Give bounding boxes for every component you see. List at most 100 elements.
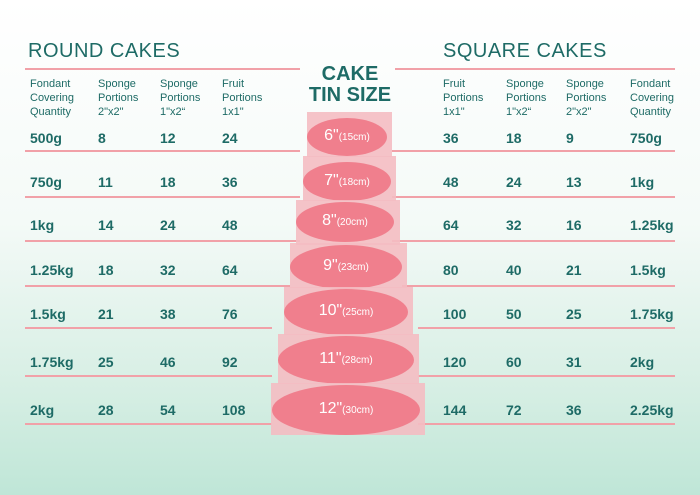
round-cell: 46 xyxy=(160,354,176,370)
tin-size-oval: 9"(23cm) xyxy=(290,245,402,289)
header-line: Portions xyxy=(506,92,547,104)
tin-inches: 8" xyxy=(322,212,337,229)
header-line: 2"x2" xyxy=(566,106,592,118)
round-cell: 1.25kg xyxy=(30,262,74,278)
square-cell: 64 xyxy=(443,217,459,233)
header-line: Portions xyxy=(443,92,484,104)
header-line: Sponge xyxy=(566,78,604,90)
tin-cm: (20cm) xyxy=(336,217,368,228)
tin-size-label: 11"(28cm) xyxy=(278,350,414,368)
round-row-line-5 xyxy=(25,375,272,377)
header-line: Fondant xyxy=(630,78,671,90)
tin-cm: (28cm) xyxy=(341,355,373,366)
round-row-line-3 xyxy=(25,285,290,287)
round-cell: 18 xyxy=(160,174,176,190)
square-cell: 1.75kg xyxy=(630,306,674,322)
square-row-line-1 xyxy=(392,196,675,198)
round-row-line-2 xyxy=(25,240,300,242)
square-cell: 1kg xyxy=(630,174,655,190)
square-cell: 60 xyxy=(506,354,522,370)
tin-inches: 12" xyxy=(318,400,343,417)
round-cell: 24 xyxy=(160,217,176,233)
square-cell: 80 xyxy=(443,262,459,278)
square-cell: 36 xyxy=(566,402,582,418)
round-cell: 64 xyxy=(222,262,238,278)
tin-inches: 9" xyxy=(323,257,338,274)
square-cell: 48 xyxy=(443,174,459,190)
tin-title-line-2: TIN SIZE xyxy=(308,84,392,106)
round-cell: 92 xyxy=(222,354,238,370)
header-line: Sponge xyxy=(98,78,136,90)
square-cell: 144 xyxy=(443,402,467,418)
square-cell: 21 xyxy=(566,262,582,278)
round-title-underline xyxy=(25,68,300,70)
tin-title-line-1: CAKE xyxy=(321,63,379,85)
header-line: Portions xyxy=(160,92,201,104)
square-cell: 13 xyxy=(566,174,582,190)
square-row-line-0 xyxy=(392,150,675,152)
tin-size-label: 9"(23cm) xyxy=(290,257,402,275)
round-cell: 76 xyxy=(222,306,238,322)
header-line: 1"x2“ xyxy=(506,106,532,118)
round-cell: 18 xyxy=(98,262,114,278)
tin-size-label: 8"(20cm) xyxy=(296,212,394,230)
round-cell: 108 xyxy=(222,402,246,418)
square-row-line-6 xyxy=(418,423,675,425)
tin-cm: (15cm) xyxy=(338,132,370,143)
square-cell: 50 xyxy=(506,306,522,322)
header-line: Sponge xyxy=(506,78,544,90)
square-cell: 2.25kg xyxy=(630,402,674,418)
square-col-header-2: Sponge Portions 2"x2" xyxy=(566,77,606,119)
square-cell: 100 xyxy=(443,306,467,322)
round-col-header-2: Sponge Portions 1"x2“ xyxy=(160,77,200,119)
square-row-line-3 xyxy=(402,285,675,287)
square-col-header-3: Fondant Covering Quantity xyxy=(630,77,674,119)
header-line: 1x1" xyxy=(443,106,465,118)
header-line: Fruit xyxy=(443,78,465,90)
round-row-line-4 xyxy=(25,327,272,329)
header-line: Quantity xyxy=(30,106,71,118)
tin-cm: (30cm) xyxy=(342,405,374,416)
round-cell: 38 xyxy=(160,306,176,322)
tin-size-oval: 12"(30cm) xyxy=(272,385,420,435)
round-cell: 1.75kg xyxy=(30,354,74,370)
round-cell: 21 xyxy=(98,306,114,322)
tin-inches: 10" xyxy=(318,302,343,319)
square-cell: 2kg xyxy=(630,354,655,370)
round-cell: 54 xyxy=(160,402,176,418)
square-col-header-0: Fruit Portions 1x1" xyxy=(443,77,483,119)
round-cakes-title: ROUND CAKES xyxy=(28,40,181,62)
square-cell: 72 xyxy=(506,402,522,418)
header-line: Quantity xyxy=(630,106,671,118)
round-cell: 14 xyxy=(98,217,114,233)
square-cell: 120 xyxy=(443,354,467,370)
tin-inches: 11" xyxy=(319,350,342,367)
round-col-header-3: Fruit Portions 1x1" xyxy=(222,77,262,119)
tin-size-label: 10"(25cm) xyxy=(284,302,408,320)
square-cell: 18 xyxy=(506,130,522,146)
round-cell: 750g xyxy=(30,174,62,190)
square-col-header-1: Sponge Portions 1"x2“ xyxy=(506,77,546,119)
round-cell: 28 xyxy=(98,402,114,418)
round-cell: 12 xyxy=(160,130,176,146)
header-line: Sponge xyxy=(160,78,198,90)
tin-size-oval: 7"(18cm) xyxy=(303,162,391,201)
round-row-line-0 xyxy=(25,150,300,152)
round-cell: 1kg xyxy=(30,217,55,233)
tin-size-oval: 11"(28cm) xyxy=(278,336,414,384)
tin-size-label: 12"(30cm) xyxy=(272,400,420,418)
header-line: Covering xyxy=(630,92,675,104)
square-cell: 16 xyxy=(566,217,582,233)
round-cell: 8 xyxy=(98,130,106,146)
square-cell: 32 xyxy=(506,217,522,233)
round-cell: 2kg xyxy=(30,402,55,418)
round-cell: 36 xyxy=(222,174,238,190)
square-cell: 40 xyxy=(506,262,522,278)
square-title-underline xyxy=(395,68,675,70)
header-line: Portions xyxy=(222,92,263,104)
tin-cm: (23cm) xyxy=(337,262,369,273)
square-cell: 31 xyxy=(566,354,582,370)
square-cakes-title: SQUARE CAKES xyxy=(443,40,607,62)
round-cell: 32 xyxy=(160,262,176,278)
tin-cm: (18cm) xyxy=(338,177,370,188)
